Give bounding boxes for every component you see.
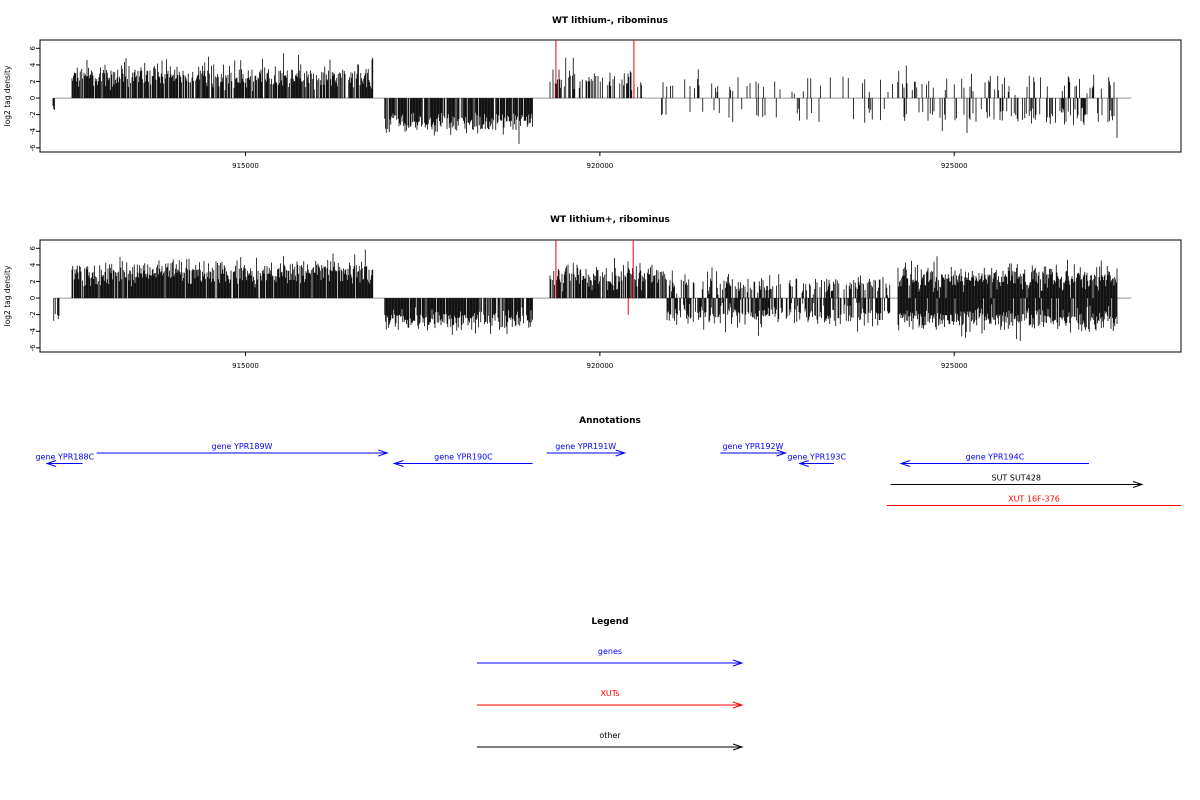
x-tick-label: 925000 <box>941 162 968 170</box>
panel-title: WT lithium+, ribominus <box>550 215 670 225</box>
arrow-head <box>378 449 389 457</box>
x-tick-label: 915000 <box>232 162 259 170</box>
x-tick-label: 915000 <box>232 362 259 370</box>
feature-label: gene YPR192W <box>722 442 783 451</box>
y-axis: -6 -4 -2 0 2 4 6 <box>29 46 40 152</box>
arrow-head <box>732 743 744 751</box>
legend-title: Legend <box>591 617 628 627</box>
x-tick-label: 920000 <box>587 362 614 370</box>
y-tick-label: 4 <box>29 62 37 67</box>
y-tick-label: 0 <box>29 296 37 300</box>
arrow-head <box>776 449 788 457</box>
legend-item: genes <box>477 647 744 667</box>
feature: gene YPR189W <box>96 442 389 457</box>
y-tick-label: -4 <box>29 327 37 335</box>
feature-label: gene YPR191W <box>555 442 616 451</box>
arrow-head <box>1132 481 1144 488</box>
feature: gene YPR192W <box>720 442 788 457</box>
y-tick-label: -4 <box>29 127 37 135</box>
arrow-head <box>732 701 744 709</box>
y-tick-label: -6 <box>29 144 37 152</box>
feature-label: gene YPR189W <box>211 442 272 451</box>
y-tick-label: 2 <box>29 279 37 283</box>
feature: gene YPR188C <box>35 453 95 467</box>
feature-label: gene YPR194C <box>966 453 1025 462</box>
legend-label: XUTs <box>600 689 619 698</box>
density-bars <box>53 240 1132 341</box>
y-tick-label: -6 <box>29 344 37 352</box>
feature: gene YPR191W <box>546 442 627 457</box>
plot-frame <box>39 239 1182 353</box>
y-axis-label: log2 tag density <box>3 265 12 326</box>
density-bars <box>52 40 1132 144</box>
arrow-head <box>798 460 809 467</box>
feature-label: gene YPR193C <box>787 453 846 462</box>
y-tick-label: 6 <box>29 46 37 51</box>
legend-item: XUTs <box>477 689 744 709</box>
track-panel-lithium-minus: WT lithium-, ribominus -6 -4 -2 0 2 4 6 log2 t… <box>3 16 1182 170</box>
arrow-head <box>615 449 627 457</box>
feature-label: gene YPR188C <box>35 453 94 462</box>
y-tick-label: 4 <box>29 262 37 267</box>
legend: Legend genes XUTs other <box>477 617 744 751</box>
legend-items: genes XUTs other <box>477 647 744 751</box>
feature: SUT SUT428 <box>890 474 1144 488</box>
y-tick-label: -2 <box>29 111 37 118</box>
x-tick-label: 925000 <box>941 362 968 370</box>
feature-label: gene YPR190C <box>434 453 493 462</box>
feature-label: SUT SUT428 <box>992 474 1041 483</box>
legend-item: other <box>477 731 744 751</box>
y-tick-label: 2 <box>29 79 37 83</box>
arrow-head <box>392 460 404 467</box>
y-tick-label: 6 <box>29 246 37 251</box>
x-tick-label: 920000 <box>587 162 614 170</box>
feature: gene YPR190C <box>392 453 533 467</box>
y-axis: -6 -4 -2 0 2 4 6 <box>29 246 40 352</box>
track-panel-lithium-plus: WT lithium+, ribominus -6 -4 -2 0 2 4 6 log2 t… <box>3 215 1182 370</box>
panel-title: WT lithium-, ribominus <box>552 16 668 26</box>
feature: gene YPR193C <box>787 453 846 467</box>
x-axis: 915000 920000 925000 <box>232 352 968 370</box>
y-tick-label: 0 <box>29 96 37 100</box>
feature-list: gene YPR188C gene YPR189W gene YPR190C gene… <box>35 442 1181 506</box>
arrow-head <box>45 460 57 467</box>
annotations-title: Annotations <box>579 416 641 426</box>
y-axis-label: log2 tag density <box>3 65 12 126</box>
arrow-head <box>732 659 744 667</box>
legend-label: other <box>599 731 621 740</box>
feature-label: XUT 16F-376 <box>1008 495 1060 504</box>
feature: gene YPR194C <box>899 453 1089 467</box>
plot-frame <box>39 39 1182 153</box>
arrow-head <box>899 460 911 467</box>
x-axis: 915000 920000 925000 <box>232 152 968 170</box>
y-tick-label: -2 <box>29 311 37 318</box>
legend-label: genes <box>598 647 622 656</box>
feature: XUT 16F-376 <box>886 495 1181 506</box>
